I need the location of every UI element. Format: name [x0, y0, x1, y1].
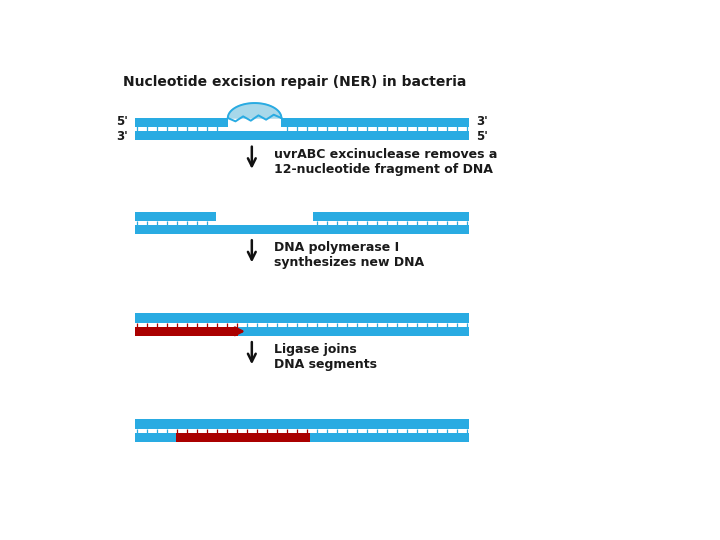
Text: DNA polymerase I
synthesizes new DNA: DNA polymerase I synthesizes new DNA — [274, 241, 424, 269]
Bar — [135, 118, 228, 127]
Text: uvrABC excinuclease removes a
12-nucleotide fragment of DNA: uvrABC excinuclease removes a 12-nucleot… — [274, 148, 498, 176]
Text: 5': 5' — [476, 130, 488, 143]
Bar — [135, 212, 215, 221]
Text: 3': 3' — [116, 130, 128, 143]
Bar — [282, 118, 469, 127]
Bar — [135, 433, 176, 442]
Polygon shape — [228, 103, 282, 118]
Text: Ligase joins
DNA segments: Ligase joins DNA segments — [274, 342, 377, 370]
Bar — [135, 131, 469, 140]
Bar — [135, 420, 469, 429]
Bar — [135, 327, 238, 336]
Bar — [176, 433, 310, 442]
Bar — [135, 225, 469, 234]
Text: 5': 5' — [116, 115, 128, 128]
Text: Nucleotide excision repair (NER) in bacteria: Nucleotide excision repair (NER) in bact… — [124, 75, 467, 89]
Bar — [135, 313, 469, 322]
Bar — [313, 212, 469, 221]
Bar — [238, 327, 469, 336]
Bar — [310, 433, 469, 442]
Text: 3': 3' — [476, 115, 488, 128]
